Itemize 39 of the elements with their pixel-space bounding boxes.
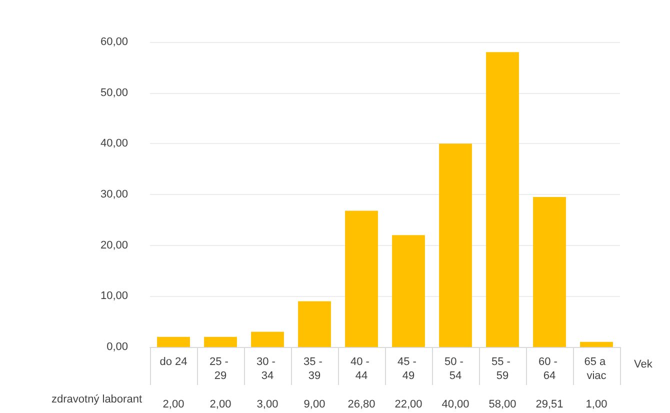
data-label: 29,51 [536, 398, 564, 410]
data-label: 26,80 [348, 398, 376, 410]
data-label: 22,00 [394, 398, 422, 410]
y-tick-label: 0,00 [106, 341, 128, 353]
x-tick-label: 50 - 54 [444, 356, 467, 382]
data-label: 3,00 [256, 398, 278, 410]
bar [345, 210, 378, 347]
x-tick-label: do 24 [160, 356, 188, 368]
data-label: 40,00 [442, 398, 470, 410]
x-tick-label: 55 - 59 [491, 356, 514, 382]
x-tick-label: 65 a viac [584, 356, 609, 382]
x-axis-title: Vek [634, 358, 653, 370]
x-tick-label: 45 - 49 [397, 356, 420, 382]
data-label: 2,00 [210, 398, 232, 410]
data-label: 2,00 [162, 398, 184, 410]
y-tick-label: 40,00 [100, 138, 128, 150]
bar [298, 301, 331, 347]
data-label: 1,00 [586, 398, 608, 410]
data-label: 58,00 [488, 398, 516, 410]
bar [251, 332, 284, 347]
y-tick-label: 60,00 [100, 36, 128, 48]
y-tick-label: 30,00 [100, 188, 128, 200]
bar [392, 235, 425, 347]
x-tick-label: 40 - 44 [350, 356, 373, 382]
x-tick-label: 30 - 34 [256, 356, 279, 382]
bar [533, 196, 566, 347]
text: zdravotný laborant [52, 394, 142, 406]
data-label: 9,00 [304, 398, 326, 410]
bar [157, 336, 190, 347]
bar [439, 144, 472, 347]
x-tick-label: 60 - 64 [538, 356, 561, 382]
bar [580, 342, 613, 347]
y-tick-label: 50,00 [100, 86, 128, 99]
y-tick-label: 20,00 [100, 239, 128, 252]
bar [204, 336, 237, 347]
x-tick-label: 25 - 29 [209, 356, 232, 382]
y-tick-label: 10,00 [100, 290, 128, 302]
bar [486, 52, 519, 347]
x-tick-label: 35 - 39 [303, 356, 326, 382]
